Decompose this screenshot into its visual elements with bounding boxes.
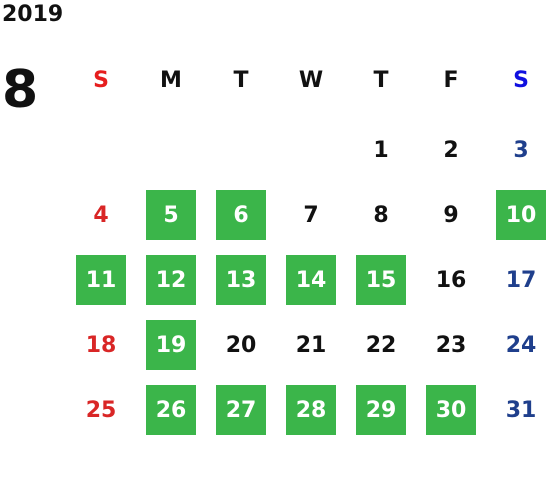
- highlighted-day[interactable]: 13: [216, 255, 266, 305]
- day[interactable]: 4: [93, 202, 109, 228]
- day[interactable]: 8: [373, 202, 389, 228]
- highlighted-day[interactable]: 30: [426, 385, 476, 435]
- day[interactable]: 18: [85, 332, 117, 358]
- day[interactable]: 9: [443, 202, 459, 228]
- weekday-header: M: [160, 67, 182, 93]
- day[interactable]: 7: [303, 202, 319, 228]
- day[interactable]: 22: [365, 332, 397, 358]
- highlighted-day[interactable]: 11: [76, 255, 126, 305]
- weekday-header: F: [443, 67, 459, 93]
- weekday-header: T: [233, 67, 249, 93]
- weekday-header: S: [93, 67, 109, 93]
- weekday-header: W: [298, 67, 324, 93]
- highlighted-day[interactable]: 15: [356, 255, 406, 305]
- highlighted-day[interactable]: 6: [216, 190, 266, 240]
- weekday-header: T: [373, 67, 389, 93]
- day[interactable]: 25: [85, 397, 117, 423]
- day[interactable]: 23: [435, 332, 467, 358]
- highlighted-day[interactable]: 26: [146, 385, 196, 435]
- day[interactable]: 24: [505, 332, 537, 358]
- day[interactable]: 2: [443, 137, 459, 163]
- day[interactable]: 21: [295, 332, 327, 358]
- highlighted-day[interactable]: 10: [496, 190, 546, 240]
- highlighted-day[interactable]: 19: [146, 320, 196, 370]
- highlighted-day[interactable]: 12: [146, 255, 196, 305]
- weekday-header: S: [513, 67, 529, 93]
- day[interactable]: 31: [505, 397, 537, 423]
- highlighted-day[interactable]: 29: [356, 385, 406, 435]
- day[interactable]: 17: [505, 267, 537, 293]
- highlighted-day[interactable]: 5: [146, 190, 196, 240]
- highlighted-day[interactable]: 28: [286, 385, 336, 435]
- day[interactable]: 1: [373, 137, 389, 163]
- year: 2019: [2, 2, 64, 27]
- month: 8: [2, 60, 39, 120]
- day[interactable]: 20: [225, 332, 257, 358]
- day[interactable]: 16: [435, 267, 467, 293]
- highlighted-day[interactable]: 27: [216, 385, 266, 435]
- day[interactable]: 3: [513, 137, 529, 163]
- highlighted-day[interactable]: 14: [286, 255, 336, 305]
